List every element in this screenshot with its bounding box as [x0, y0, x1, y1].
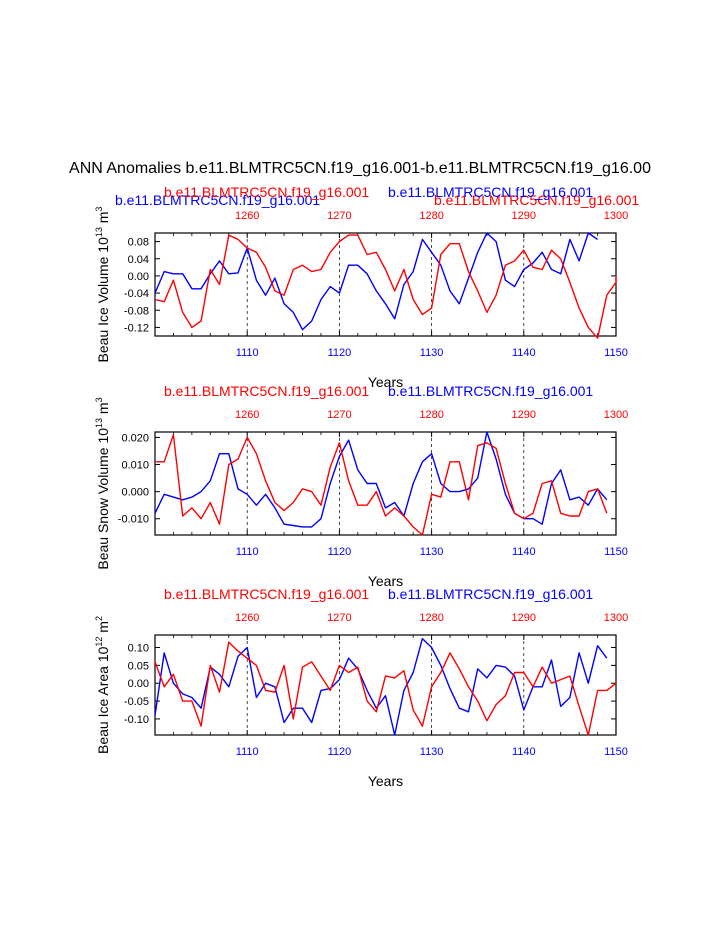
y-label-main: Beau Ice Area 10: [95, 646, 111, 754]
y-label-exponent: 13: [94, 418, 104, 428]
x-tick-label-top: 1260: [235, 612, 259, 624]
top-legend-blue: b.e11.BLMTRC5CN.f19_g16.001: [115, 192, 320, 208]
y-tick-label: -0.010: [118, 514, 149, 526]
x-tick-label-top: 1300: [604, 210, 628, 222]
x-tick-label-top: 1300: [604, 612, 628, 624]
x-tick-label-top: 1290: [512, 210, 536, 222]
x-tick-label-bottom: 1150: [604, 746, 628, 758]
x-tick-label-bottom: 1130: [420, 746, 444, 758]
x-tick-label-bottom: 1120: [328, 546, 352, 558]
y-label-main: Beau Snow Volume 10: [95, 428, 111, 570]
x-tick-label-top: 1260: [235, 409, 259, 421]
x-tick-label-top: 1270: [327, 210, 351, 222]
x-tick-label-bottom: 1110: [236, 546, 259, 558]
y-axis-label: Beau Ice Volume 1013 m3: [94, 207, 111, 363]
y-tick-label: -0.12: [124, 322, 149, 334]
x-tick-label-bottom: 1150: [604, 347, 628, 359]
top-legend-red: b.e11.BLMTRC5CN.f19_g16.001: [434, 192, 639, 208]
series-line-blue: [154, 232, 598, 331]
x-tick-label-top: 1260: [235, 210, 259, 222]
y-tick-label: 0.00: [128, 271, 149, 283]
y-tick-label: -0.04: [124, 288, 149, 300]
x-tick-label-bottom: 1150: [604, 546, 628, 558]
figure-title: ANN Anomalies b.e11.BLMTRC5CN.f19_g16.00…: [69, 160, 651, 177]
x-tick-label-top: 1290: [512, 612, 536, 624]
y-label-exponent: 12: [94, 637, 104, 647]
x-tick-label-bottom: 1140: [512, 546, 536, 558]
x-axis-label: Years: [368, 773, 403, 789]
x-tick-label-bottom: 1130: [420, 347, 444, 359]
x-axis-label: Years: [368, 374, 403, 390]
x-tick-label-bottom: 1110: [236, 347, 259, 359]
x-tick-label-top: 1300: [604, 409, 628, 421]
series-line-red: [154, 641, 617, 736]
panel-2: 1110 1120 1130 1140 1150 1260 1270 1280 1290 1300…: [94, 383, 628, 589]
panel-3: 1110 1120 1130 1140 1150 1260 1270 1280 1290 1300…: [94, 586, 628, 789]
y-label-unit: m: [95, 402, 111, 418]
y-axis-label: Beau Snow Volume 1013 m3: [94, 397, 111, 569]
x-tick-label-top: 1280: [419, 612, 443, 624]
panel-top-label-red: b.e11.BLMTRC5CN.f19_g16.001: [164, 586, 369, 602]
x-tick-label-bottom: 1120: [328, 746, 352, 758]
y-tick-label: 0.000: [121, 487, 149, 499]
y-tick-label: 0.05: [128, 660, 149, 672]
y-label-main: Beau Ice Volume 10: [95, 237, 111, 363]
y-tick-label: 0.04: [128, 254, 149, 266]
x-tick-label-bottom: 1130: [420, 546, 444, 558]
panel-top-label-blue: b.e11.BLMTRC5CN.f19_g16.001: [388, 586, 593, 602]
x-tick-label-top: 1270: [327, 409, 351, 421]
x-tick-label-top: 1290: [512, 409, 536, 421]
y-label-unit: m: [95, 212, 111, 228]
y-tick-label: -0.05: [124, 696, 149, 708]
series-line-red: [154, 234, 617, 339]
panel-top-label-red: b.e11.BLMTRC5CN.f19_g16.001: [164, 184, 369, 200]
series-line-red: [155, 434, 608, 536]
series-line-blue: [154, 431, 608, 528]
series-line-blue: [154, 637, 608, 736]
panel-top-label-blue: b.e11.BLMTRC5CN.f19_g16.001: [388, 383, 593, 399]
y-axis-label: Beau Ice Area 1012 m2: [94, 616, 111, 754]
y-label-unit: m: [95, 621, 111, 637]
y-tick-label: 0.020: [121, 432, 149, 444]
y-tick-label: 0.08: [128, 237, 149, 249]
y-label-unit-exponent: 3: [94, 397, 104, 402]
y-tick-label: 0.10: [128, 643, 149, 655]
y-label-unit-exponent: 3: [94, 207, 104, 212]
x-tick-label-bottom: 1140: [512, 347, 536, 359]
y-label-exponent: 13: [94, 227, 104, 237]
panel-1: 1110 1120 1130 1140 1150 1260 1270 1280 1290 1300…: [94, 184, 628, 390]
x-tick-label-top: 1280: [419, 210, 443, 222]
y-tick-label: -0.10: [124, 714, 149, 726]
x-tick-label-bottom: 1110: [236, 746, 259, 758]
y-tick-label: 0.010: [121, 460, 149, 472]
plot-frame: [154, 431, 617, 536]
panel-top-label-blue: b.e11.BLMTRC5CN.f19_g16.001: [388, 184, 593, 200]
plot-frame: [154, 634, 617, 736]
x-tick-label-bottom: 1120: [328, 347, 352, 359]
y-tick-label: 0.00: [128, 678, 149, 690]
panels: 1110 1120 1130 1140 1150 1260 1270 1280 1290 1300…: [94, 184, 628, 789]
plot-frame: [154, 232, 617, 337]
x-axis-label: Years: [368, 573, 403, 589]
panel-top-label-red: b.e11.BLMTRC5CN.f19_g16.001: [164, 383, 369, 399]
x-tick-label-top: 1270: [327, 612, 351, 624]
x-tick-label-top: 1280: [419, 409, 443, 421]
y-tick-label: -0.08: [124, 305, 149, 317]
x-tick-label-bottom: 1140: [512, 746, 536, 758]
y-label-unit-exponent: 2: [94, 616, 104, 621]
